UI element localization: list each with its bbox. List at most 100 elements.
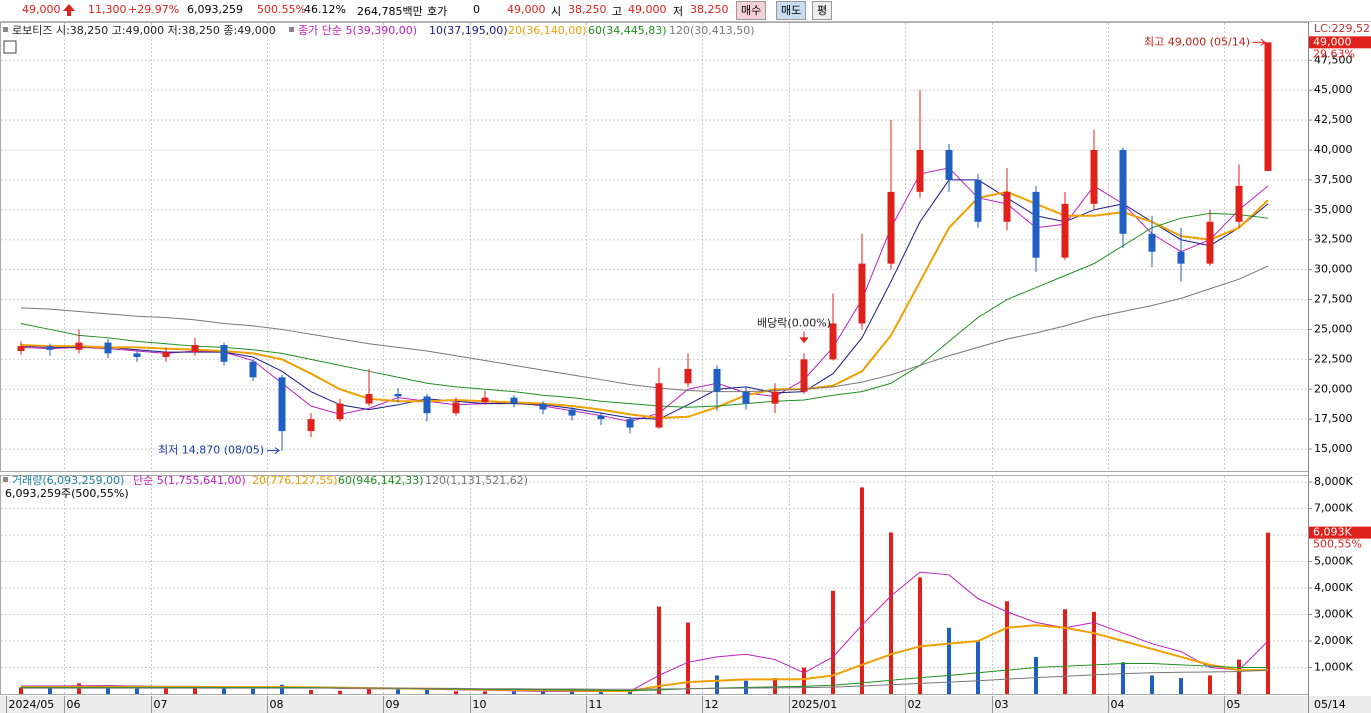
volume-panel (0, 475, 1309, 695)
annotation-arrow (267, 447, 280, 455)
candle-body (945, 150, 953, 180)
candle-body (742, 391, 750, 404)
volume-bar (425, 690, 429, 694)
volume-bar (396, 688, 400, 694)
x-end-label: 05/14 (1314, 698, 1346, 711)
candle-body (1177, 251, 1185, 264)
candle-body (452, 402, 460, 414)
y-tick-label: 15,000 (1314, 442, 1353, 455)
volume-bar (483, 691, 487, 694)
legend-entry: 단순 5(1,755,641,00) (133, 474, 246, 487)
x-tick-label: 06 (67, 698, 81, 711)
toolbar-text: 고 (612, 5, 623, 18)
last-change-label: 500,55% (1313, 538, 1362, 551)
candle-body (162, 352, 170, 357)
legend-entry: 20(776,127,55) (252, 474, 338, 487)
candle-body (75, 342, 83, 350)
y-tick-label: 7,000K (1314, 502, 1353, 515)
toolbar-text: 49,000 (507, 3, 546, 16)
volume-bar (831, 590, 835, 694)
toolbar-button[interactable]: 매수 (736, 1, 767, 20)
candle-body (191, 344, 199, 353)
x-tick-label: 07 (154, 698, 168, 711)
annotation: 최고 49,000 (05/14) (1144, 35, 1250, 48)
volume-bar (309, 690, 313, 694)
toolbar-text: 46.12% (304, 3, 346, 16)
volume-bar (947, 627, 951, 694)
last-value-box (1309, 526, 1371, 539)
legend-entry: 60(34,445,83) (588, 24, 667, 37)
x-tick-label: 05 (1227, 698, 1241, 711)
toolbar-button[interactable]: 매도 (776, 1, 807, 20)
volume-bar (48, 686, 52, 694)
candle-body (307, 419, 315, 432)
ma-line (20, 265, 1269, 393)
x-tick-label: 04 (1111, 698, 1125, 711)
candle-body (1061, 203, 1069, 258)
x-tick-label: 03 (995, 698, 1009, 711)
candle-body (278, 377, 286, 432)
volume-bar (570, 691, 574, 694)
legend-entry: 120(1,131,521,62) (425, 474, 528, 487)
toolbar-text: 38,250 (568, 3, 607, 16)
y-tick-label: 5,000K (1314, 555, 1353, 568)
toolbar-text: +29.97% (128, 3, 180, 16)
y-tick-label: 30,000 (1314, 263, 1353, 276)
toolbar-text: 11,300 (88, 3, 127, 16)
volume-bar (454, 691, 458, 694)
candle-body (597, 415, 605, 420)
y-tick-label: 27,500 (1314, 293, 1353, 306)
x-tick-label: 09 (386, 698, 400, 711)
legend-entry: 60(946,142,33) (338, 474, 424, 487)
toolbar-text: 264,785백만 (357, 5, 423, 18)
legend-entry: 거래량(6,093,259,00) (12, 474, 124, 487)
candle-body (46, 346, 54, 350)
volume-bar (164, 687, 168, 694)
candle-body (220, 344, 228, 362)
ma-line (21, 669, 1269, 690)
volume-bar (1179, 678, 1183, 694)
candle-body (510, 397, 518, 404)
volume-bar (715, 675, 719, 694)
toolbar-text: 38,250 (690, 3, 729, 16)
candle-body (684, 368, 692, 384)
x-tick-label: 2024/05 (9, 698, 55, 711)
volume-bar (367, 688, 371, 694)
toolbar-text: 저 (673, 5, 684, 18)
toolbar-text: 0 (473, 3, 480, 16)
price-panel (0, 22, 1309, 472)
y-tick-label: 40,000 (1314, 143, 1353, 156)
legend-entry: 종가 단순 5(39,390,00) (298, 24, 417, 37)
volume-bar (802, 667, 806, 694)
y-tick-label: 2,000K (1314, 634, 1353, 647)
annotation-arrow (799, 331, 809, 344)
volume-bar (1034, 656, 1038, 694)
toolbar-text: 49,000 (628, 3, 667, 16)
candle-body (1003, 191, 1011, 222)
y-tick-label: 25,000 (1314, 322, 1353, 335)
volume-bar (1092, 611, 1096, 694)
volume-bar (135, 687, 139, 694)
ma-line (20, 190, 1269, 419)
candle-body (1206, 221, 1214, 264)
volume-bar (106, 686, 110, 694)
toolbar: 49,000 11,300 +29.97% 6,093,259 500.55% 46.12… (0, 0, 1371, 22)
candle-body (1119, 150, 1127, 234)
toolbar-button[interactable]: 평 (812, 1, 833, 20)
candle-body (1148, 233, 1156, 252)
volume-bar (338, 690, 342, 694)
x-tick-label: 2025/01 (792, 698, 838, 711)
y-tick-label: 32,500 (1314, 233, 1353, 246)
y-tick-label: 22,500 (1314, 352, 1353, 365)
y-tick-label: 20,000 (1314, 382, 1353, 395)
x-tick-label: 02 (908, 698, 922, 711)
volume-bar (628, 691, 632, 694)
up-arrow-icon (63, 4, 75, 16)
last-change-label: 29.63% (1313, 47, 1355, 60)
corner-label: LC:229,52 (1314, 22, 1370, 35)
candle-body (104, 342, 112, 354)
legend-icon (289, 27, 294, 32)
x-tick-label: 11 (589, 698, 603, 711)
